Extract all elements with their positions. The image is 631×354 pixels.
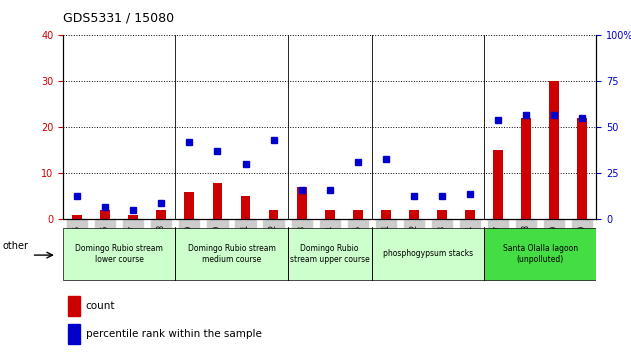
- Text: other: other: [3, 241, 29, 251]
- Bar: [381, 210, 391, 219]
- Text: GDS5331 / 15080: GDS5331 / 15080: [63, 12, 174, 25]
- Bar: [325, 210, 334, 219]
- Bar: [100, 210, 110, 219]
- Bar: [156, 210, 166, 219]
- Bar: [493, 150, 503, 219]
- Bar: [240, 196, 251, 219]
- FancyBboxPatch shape: [484, 228, 596, 280]
- Text: Domingo Rubio stream
lower course: Domingo Rubio stream lower course: [75, 244, 163, 264]
- Bar: [550, 81, 559, 219]
- Bar: [521, 118, 531, 219]
- Bar: [184, 192, 194, 219]
- FancyBboxPatch shape: [288, 228, 372, 280]
- Text: Domingo Rubio
stream upper course: Domingo Rubio stream upper course: [290, 244, 370, 264]
- Text: Santa Olalla lagoon
(unpolluted): Santa Olalla lagoon (unpolluted): [503, 244, 578, 264]
- Bar: [437, 210, 447, 219]
- Bar: [297, 187, 307, 219]
- Bar: [465, 210, 475, 219]
- Text: phosphogypsum stacks: phosphogypsum stacks: [383, 250, 473, 258]
- Bar: [269, 210, 278, 219]
- Bar: [409, 210, 419, 219]
- Bar: [68, 324, 80, 344]
- Bar: [68, 296, 80, 316]
- Bar: [128, 215, 138, 219]
- FancyBboxPatch shape: [372, 228, 484, 280]
- Bar: [72, 215, 82, 219]
- Bar: [577, 118, 587, 219]
- Bar: [353, 210, 363, 219]
- FancyBboxPatch shape: [63, 228, 175, 280]
- FancyBboxPatch shape: [175, 228, 288, 280]
- Bar: [213, 183, 222, 219]
- Text: percentile rank within the sample: percentile rank within the sample: [86, 330, 261, 339]
- Text: count: count: [86, 301, 115, 311]
- Text: Domingo Rubio stream
medium course: Domingo Rubio stream medium course: [187, 244, 275, 264]
